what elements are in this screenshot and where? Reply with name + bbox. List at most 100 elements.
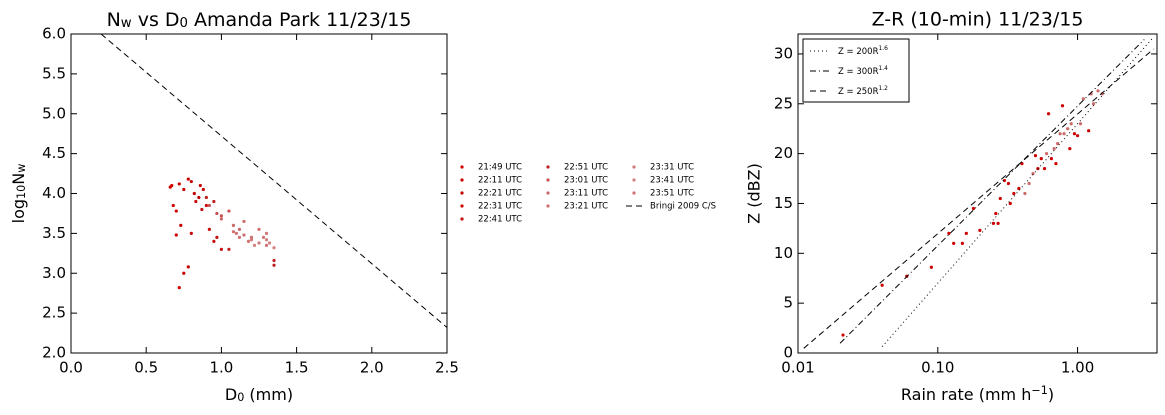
point [198, 183, 202, 188]
x-axis-label: D0 (mm) [225, 385, 293, 404]
point [249, 235, 254, 239]
point [237, 227, 242, 231]
line [803, 48, 1154, 349]
legend-label: 23:01 UTC [564, 176, 608, 186]
legend-label: Bringi 2009 C/S [650, 202, 716, 212]
point [1068, 147, 1072, 151]
text-part: 1.4 [878, 65, 888, 72]
point [231, 230, 236, 234]
point [1023, 191, 1027, 196]
axes-frame [797, 33, 1158, 354]
point [1031, 171, 1035, 176]
x-axis-label: Rain rate (mm h−1) [901, 384, 1054, 404]
point [960, 241, 965, 245]
point [189, 179, 193, 184]
line [100, 34, 447, 328]
point [182, 271, 186, 275]
point [171, 203, 175, 208]
point [1033, 154, 1038, 158]
text-part: vs D [132, 9, 180, 31]
legend-label: 23:21 UTC [564, 202, 608, 212]
y-tick-label: 25 [774, 94, 793, 112]
x-tick-label: 1.00 [1061, 359, 1094, 377]
point [1039, 157, 1043, 161]
point [1027, 181, 1031, 186]
point [219, 217, 223, 221]
point [1062, 132, 1066, 136]
point [174, 209, 178, 213]
x-tick-label: 0.10 [921, 359, 954, 377]
point [880, 283, 884, 287]
x-tick-label: 2.5 [435, 359, 459, 377]
text-part: (mm) [244, 385, 293, 404]
point [1046, 112, 1051, 116]
legend-label: 23:41 UTC [650, 176, 694, 186]
plot-area [803, 36, 1155, 349]
point [272, 246, 276, 250]
y-tick-label: 0 [783, 344, 793, 362]
text-part: 0 [237, 391, 244, 404]
x-tick-label: 1.5 [285, 359, 309, 377]
point [227, 209, 231, 213]
point [272, 258, 276, 263]
y-tick-label: 5.5 [42, 64, 66, 82]
chart-title: Z-R (10-min) 11/23/15 [872, 9, 1084, 31]
legend-label: Z = 300R1.4 [838, 65, 888, 76]
y-tick-label: 3.0 [42, 264, 66, 282]
point [204, 195, 208, 200]
point [215, 235, 219, 239]
text-part: 1.2 [878, 85, 888, 92]
point [1042, 166, 1047, 171]
point [1008, 201, 1012, 206]
y-tick-label: 5 [783, 294, 793, 312]
point [200, 207, 204, 212]
point [207, 227, 211, 231]
point [1002, 178, 1007, 183]
point [246, 239, 251, 243]
y-tick-label: 10 [774, 244, 793, 262]
point [272, 263, 276, 267]
legend-label: 22:51 UTC [564, 163, 608, 173]
y-tick-label: 4.5 [42, 144, 66, 162]
legend-label: 21:49 UTC [478, 163, 522, 173]
point [978, 228, 982, 232]
point [189, 231, 193, 235]
legend-marker [460, 178, 464, 182]
y-tick-label: 3.5 [42, 224, 66, 242]
legend-label: Z = 250R1.2 [838, 85, 888, 96]
point [991, 221, 996, 226]
y-axis-label: log10Nw [9, 164, 28, 224]
point [267, 241, 272, 245]
point [227, 247, 231, 251]
point [242, 233, 246, 237]
legend-label: 22:31 UTC [478, 202, 522, 212]
x-tick-label: 1.0 [209, 359, 233, 377]
point [1012, 191, 1016, 196]
text-part: w [121, 16, 132, 31]
point [177, 286, 181, 290]
point [179, 223, 183, 227]
point [964, 231, 968, 235]
point [1056, 142, 1060, 146]
point [1091, 102, 1096, 106]
point [264, 243, 269, 247]
point [192, 191, 196, 196]
x-tick-label: 0.5 [134, 359, 158, 377]
text-part: 1.6 [878, 45, 888, 52]
point [1081, 97, 1085, 101]
text-part: 10 [15, 185, 28, 199]
text-part: log [9, 199, 28, 223]
legend-label: 22:11 UTC [478, 176, 522, 186]
x-tick-label: 0.0 [59, 359, 83, 377]
point [174, 233, 178, 237]
line [881, 36, 1155, 347]
point [197, 195, 201, 200]
point [170, 183, 174, 188]
point [252, 243, 257, 247]
point [186, 177, 190, 181]
point [249, 238, 254, 242]
point [1006, 181, 1010, 186]
point [219, 214, 223, 218]
point [929, 265, 933, 269]
